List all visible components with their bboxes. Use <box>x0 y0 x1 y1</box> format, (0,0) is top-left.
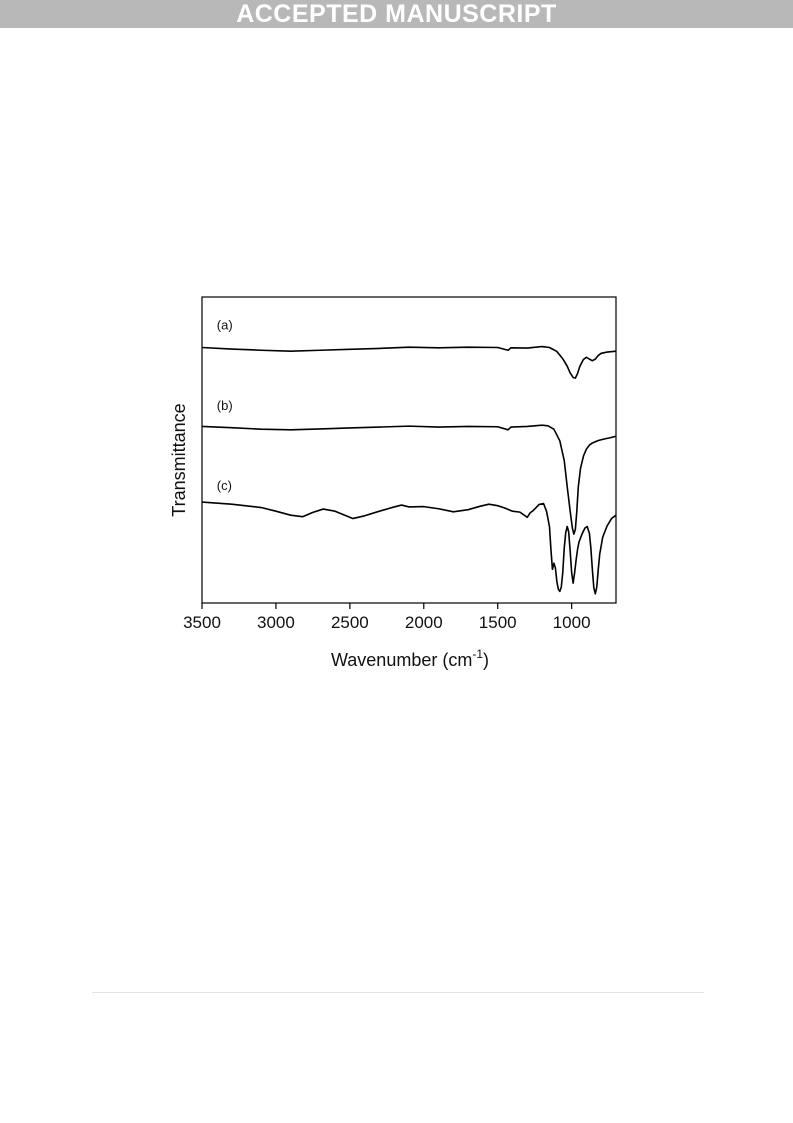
series-line-a <box>201 345 617 379</box>
x-axis-label-close: ) <box>483 650 489 670</box>
x-axis-ticks: 3500 3000 2500 2000 1500 1000 <box>183 603 591 632</box>
banner-text: ACCEPTED MANUSCRIPT <box>236 0 557 28</box>
plot-frame <box>201 296 617 604</box>
x-axis-label: Wavenumber (cm-1) <box>331 647 489 670</box>
x-tick-label-2500: 2500 <box>331 613 369 632</box>
x-tick-label-3500: 3500 <box>183 613 221 632</box>
series-label-c: (c) <box>217 478 232 493</box>
accepted-manuscript-banner: ACCEPTED MANUSCRIPT <box>0 0 793 28</box>
x-tick-label-1000: 1000 <box>553 613 591 632</box>
footer-divider <box>92 992 704 993</box>
x-axis-label-main: Wavenumber (cm <box>331 650 472 670</box>
series-label-a: (a) <box>217 318 233 333</box>
x-tick-label-3000: 3000 <box>257 613 295 632</box>
series-label-b: (b) <box>217 398 233 413</box>
series-labels: (a) (b) (c) <box>217 318 233 493</box>
series-line-b <box>201 424 617 535</box>
x-tick-label-1500: 1500 <box>479 613 517 632</box>
y-axis-label: Transmittance <box>169 403 189 516</box>
x-axis-label-superscript: -1 <box>472 647 483 661</box>
series-line-c <box>201 501 617 595</box>
series-lines <box>201 345 617 595</box>
x-tick-label-2000: 2000 <box>405 613 443 632</box>
